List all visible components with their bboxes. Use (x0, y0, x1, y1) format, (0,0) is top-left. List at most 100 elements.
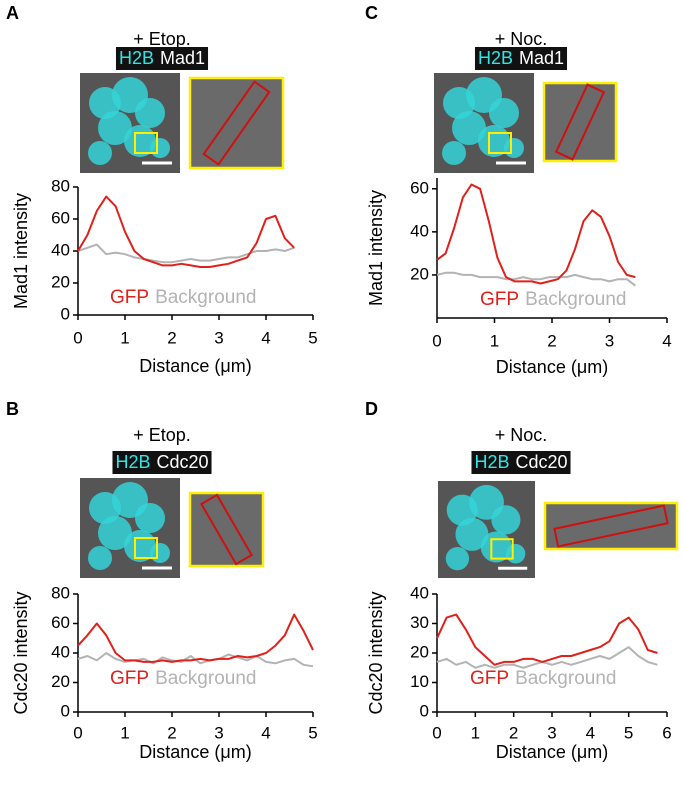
nucleus (88, 546, 112, 570)
data-line (77, 613, 314, 663)
x-tick-label: 4 (586, 723, 595, 742)
y-tick-label: 40 (410, 221, 429, 240)
x-tick-label: 1 (120, 723, 129, 742)
y-tick-label: 40 (51, 642, 70, 661)
x-tick-label: 0 (73, 328, 82, 347)
x-tick-label: 3 (214, 723, 223, 742)
y-tick-label: 20 (410, 264, 429, 283)
x-tick-label: 5 (308, 328, 317, 347)
panel-letter: A (6, 3, 19, 23)
legend-entry: Background (155, 668, 256, 689)
nucleus (135, 503, 165, 533)
x-axis-label: Distance (μm) (496, 357, 608, 377)
stain-label: Cdc20 (156, 452, 208, 472)
x-tick-label: 6 (662, 723, 671, 742)
zoom-box (134, 537, 158, 559)
y-tick-label: 0 (420, 701, 429, 720)
x-tick-label: 2 (167, 328, 176, 347)
nucleus (491, 505, 521, 535)
data-line (436, 646, 658, 669)
panel-title: + Etop. (133, 425, 191, 445)
x-tick-label: 5 (624, 723, 633, 742)
y-tick-label: 60 (51, 613, 70, 632)
inset (542, 81, 618, 163)
y-axis-label: Cdc20 intensity (11, 591, 31, 714)
profile-box (553, 504, 669, 548)
nucleus (88, 141, 112, 165)
panel-title: + Etop. (133, 29, 191, 49)
stain-box (471, 451, 571, 474)
stain-label: Cdc20 (515, 452, 567, 472)
x-tick-label: 5 (308, 723, 317, 742)
y-tick-label: 80 (51, 583, 70, 602)
y-axis-label: Cdc20 intensity (366, 591, 386, 714)
zoom-box (490, 538, 514, 560)
profile-box (200, 493, 253, 566)
x-tick-label: 4 (662, 331, 671, 350)
stain-label: Mad1 (519, 48, 564, 68)
nucleus (98, 516, 132, 550)
panel-title: + Noc. (495, 29, 548, 49)
stain-label: H2B (115, 452, 150, 472)
y-tick-label: 80 (51, 176, 70, 195)
nucleus (455, 517, 489, 551)
x-tick-label: 4 (261, 328, 270, 347)
y-tick-label: 60 (51, 208, 70, 227)
y-tick-label: 30 (410, 613, 429, 632)
panel-letter: B (6, 399, 19, 419)
x-axis-label: Distance (μm) (139, 356, 251, 376)
data-line (436, 271, 637, 287)
panel-letter: D (365, 399, 378, 419)
stain-label: Mad1 (160, 48, 205, 68)
x-tick-label: 3 (605, 331, 614, 350)
x-axis-label: Distance (μm) (496, 742, 608, 762)
nucleus (442, 141, 466, 165)
y-tick-label: 0 (61, 304, 70, 323)
data-line (77, 243, 295, 264)
x-tick-label: 3 (547, 723, 556, 742)
nucleus (150, 543, 170, 563)
legend-entry: Background (525, 289, 626, 310)
y-tick-label: 10 (410, 672, 429, 691)
y-tick-label: 20 (51, 272, 70, 291)
x-axis-label: Distance (μm) (139, 742, 251, 762)
y-tick-label: 60 (410, 178, 429, 197)
profile-box (202, 80, 271, 166)
panel-title: + Noc. (495, 425, 548, 445)
stain-box (474, 47, 568, 70)
data-line (436, 613, 658, 666)
nucleus (98, 111, 132, 145)
y-axis-label: Mad1 intensity (366, 190, 386, 306)
x-tick-label: 0 (73, 723, 82, 742)
x-tick-label: 0 (432, 331, 441, 350)
y-tick-label: 0 (61, 701, 70, 720)
y-tick-label: 20 (410, 642, 429, 661)
nucleus (505, 544, 526, 564)
legend-entry: Background (515, 668, 616, 689)
profile-box (554, 83, 606, 161)
x-tick-label: 2 (547, 331, 556, 350)
x-tick-label: 3 (214, 328, 223, 347)
x-tick-label: 0 (432, 723, 441, 742)
x-tick-label: 4 (261, 723, 270, 742)
x-tick-label: 1 (490, 331, 499, 350)
data-line (77, 195, 295, 268)
legend-entry: GFP (110, 668, 149, 689)
stain-box (115, 47, 209, 70)
y-tick-label: 40 (410, 583, 429, 602)
stain-label: H2B (478, 48, 513, 68)
stain-label: H2B (474, 452, 509, 472)
x-tick-label: 2 (509, 723, 518, 742)
nucleus (452, 111, 486, 145)
nucleus (150, 138, 170, 158)
nucleus (489, 98, 519, 128)
legend-entry: GFP (110, 287, 149, 308)
zoom-box (488, 132, 512, 154)
x-tick-label: 2 (167, 723, 176, 742)
x-tick-label: 1 (471, 723, 480, 742)
panel-letter: C (365, 3, 378, 23)
stain-label: H2B (119, 48, 154, 68)
nucleus (445, 546, 470, 571)
legend-entry: GFP (470, 668, 509, 689)
